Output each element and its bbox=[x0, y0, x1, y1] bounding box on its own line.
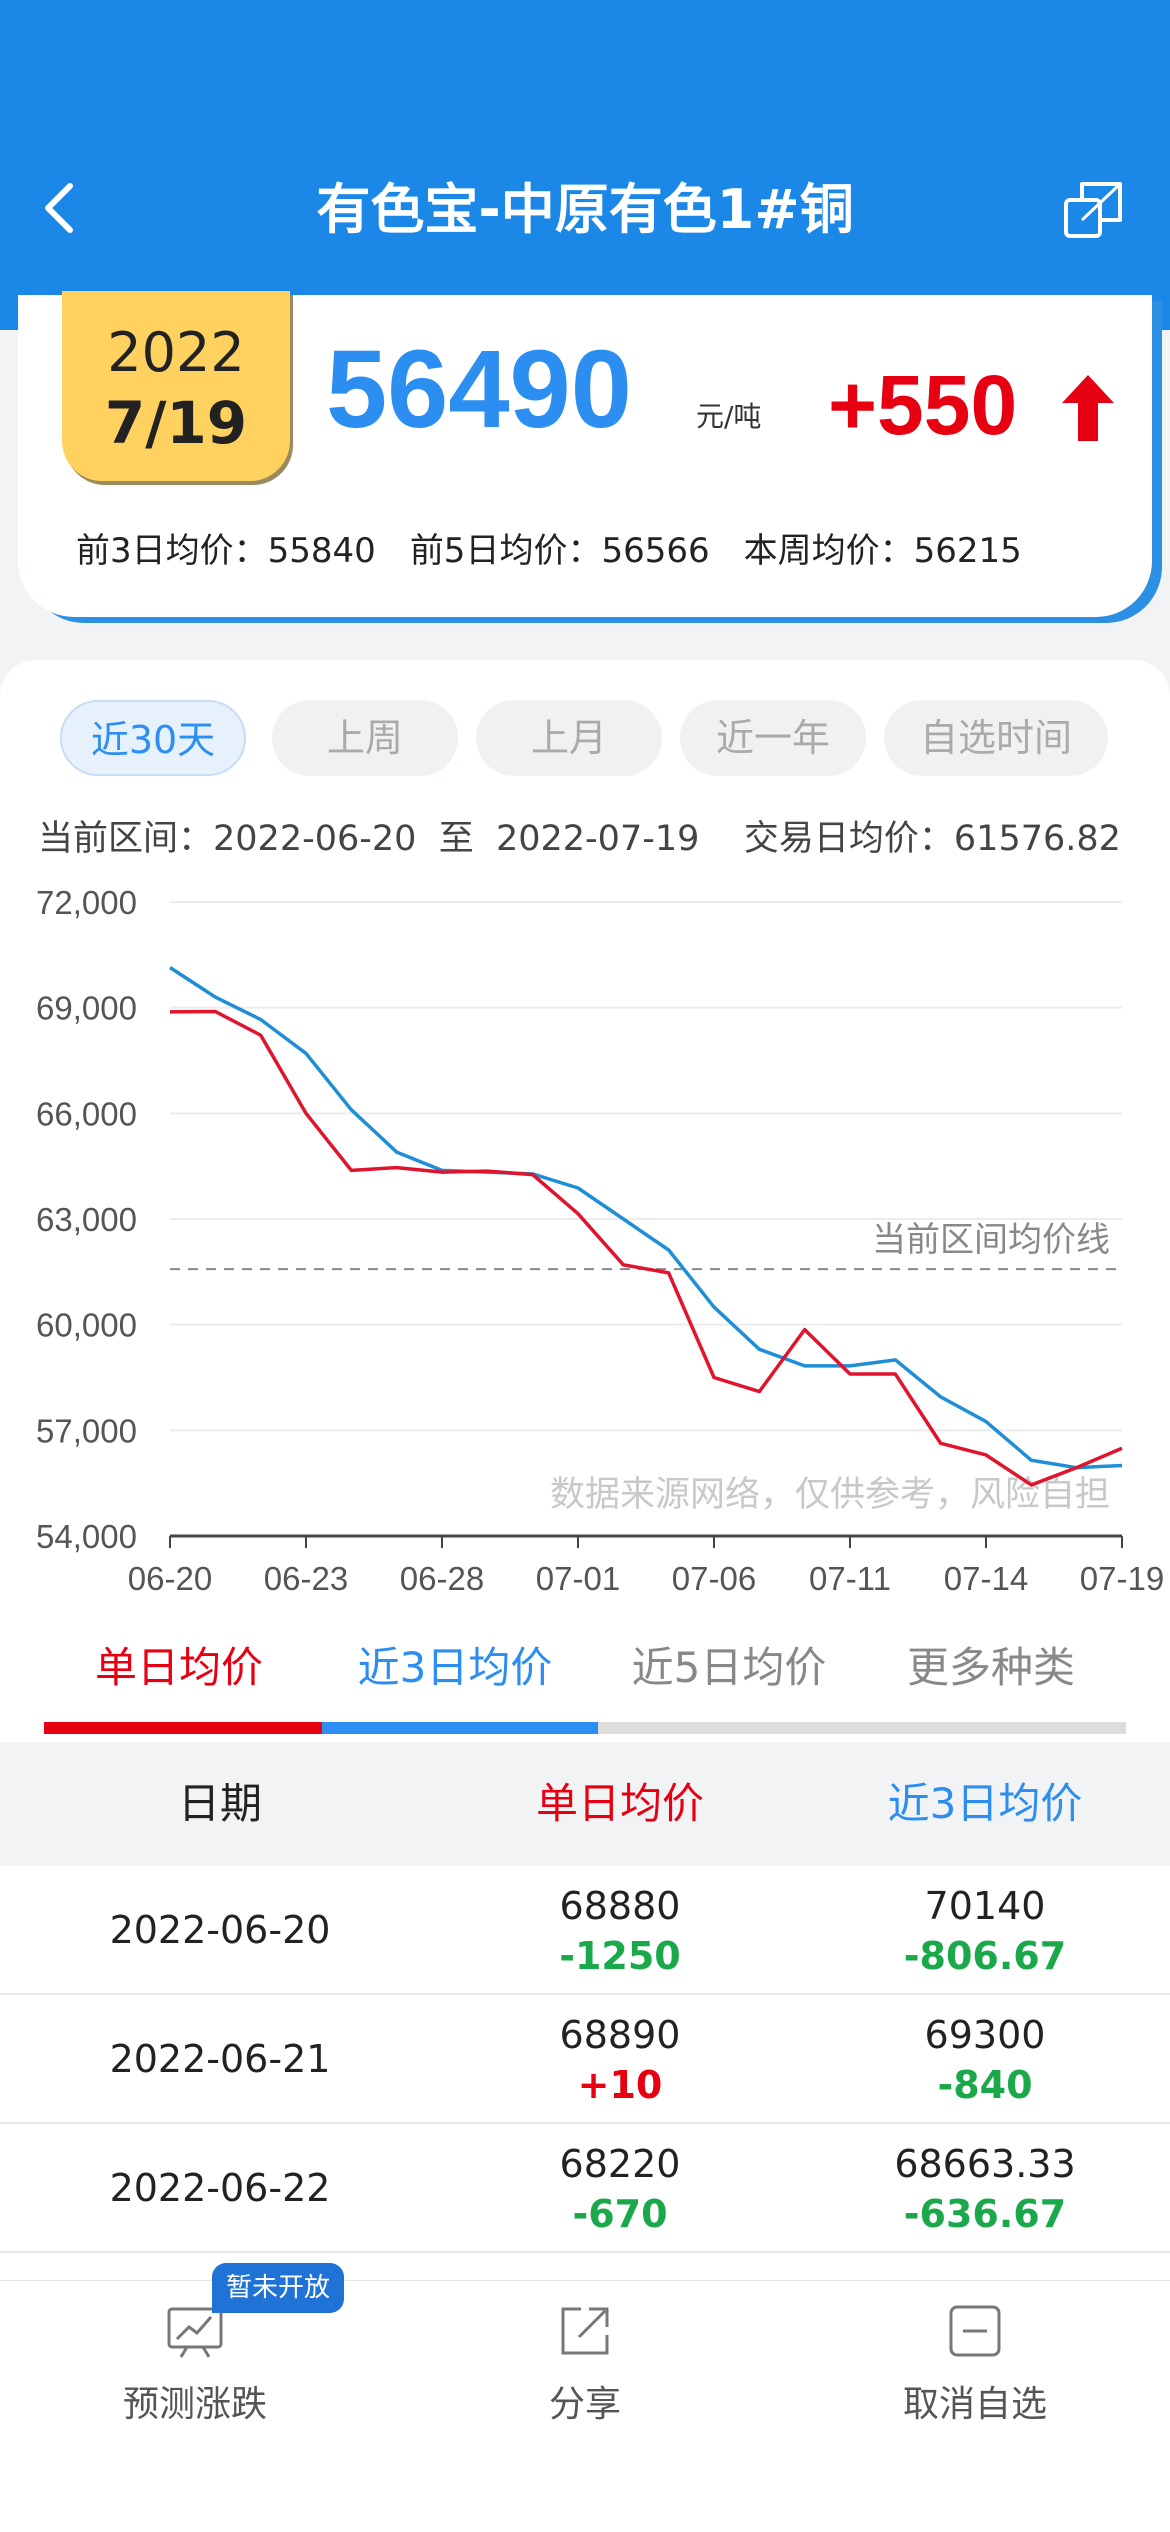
y-tick-label: 69,000 bbox=[36, 990, 137, 1027]
series-tabs: 单日均价 近3日均价 近5日均价 更多种类 bbox=[44, 1628, 1126, 1738]
range-avg-value: 61576.82 bbox=[953, 819, 1121, 859]
th-daily: 单日均价 bbox=[535, 1779, 704, 1828]
remove-favorite-button[interactable]: 取消自选 bbox=[780, 2281, 1170, 2429]
row-daily-change: -1250 bbox=[559, 1934, 681, 1978]
price-table: 2022-06-20 68880 -1250 70140 -806.67 202… bbox=[0, 1866, 1170, 2280]
row-daily: 68220 bbox=[559, 2142, 681, 2186]
row-avg3-change: -636.67 bbox=[903, 2192, 1067, 2236]
date-tag: 2022 7/19 bbox=[62, 291, 290, 481]
tab-30-days[interactable]: 近30天 bbox=[60, 700, 246, 776]
table-row: 2022-06-22 68220 -670 68663.33 -636.67 bbox=[0, 2124, 1170, 2253]
x-tick-label: 07-19 bbox=[1080, 1560, 1164, 1597]
bottom-safe-area bbox=[0, 2428, 1170, 2532]
x-tick-label: 07-11 bbox=[809, 1560, 891, 1597]
not-open-badge: 暂未开放 bbox=[212, 2263, 344, 2313]
range-label: 当前区间： bbox=[38, 819, 214, 859]
x-tick-label: 07-01 bbox=[536, 1560, 620, 1597]
share-label: 分享 bbox=[548, 2384, 621, 2425]
range-start: 2022-06-20 bbox=[213, 819, 417, 859]
tab-custom-range[interactable]: 自选时间 bbox=[884, 700, 1108, 776]
series-indicator-3d bbox=[322, 1722, 598, 1734]
x-tick-label: 06-28 bbox=[400, 1560, 484, 1597]
y-tick-label: 57,000 bbox=[36, 1412, 137, 1449]
row-date: 2022-06-20 bbox=[109, 1908, 331, 1952]
price-line-chart[interactable]: 72,000 69,000 66,000 63,000 60,000 57,000 54,0… bbox=[0, 860, 1170, 1620]
tab-last-week[interactable]: 上周 bbox=[272, 700, 458, 776]
up-arrow-icon bbox=[1062, 375, 1114, 441]
series-tab-more[interactable]: 更多种类 bbox=[906, 1643, 1075, 1692]
th-avg3: 近3日均价 bbox=[887, 1779, 1083, 1828]
x-tick-label: 06-23 bbox=[264, 1560, 348, 1597]
chart-board-icon bbox=[167, 2307, 223, 2358]
stat-week-label: 本周均价： bbox=[743, 531, 914, 571]
row-avg3-change: -806.67 bbox=[903, 1934, 1067, 1978]
top-bar: 有色宝-中原有色1#铜 bbox=[0, 0, 1170, 330]
current-price: 56490 bbox=[326, 328, 632, 451]
row-avg3: 70140 bbox=[924, 1884, 1046, 1928]
row-date: 2022-06-21 bbox=[109, 2037, 331, 2081]
avg-stats-row: 前3日均价：55840 前5日均价：56566 本周均价：56215 bbox=[76, 523, 1022, 572]
price-change: +550 bbox=[828, 358, 1018, 452]
row-avg3-change: -840 bbox=[937, 2063, 1033, 2107]
stat-3d-label: 前3日均价： bbox=[76, 531, 268, 571]
x-tick-label: 07-06 bbox=[672, 1560, 756, 1597]
range-avg-label: 交易日均价： bbox=[743, 819, 954, 859]
x-tick-label: 07-14 bbox=[944, 1560, 1028, 1597]
row-daily: 68890 bbox=[559, 2013, 681, 2057]
share-icon bbox=[561, 2307, 609, 2355]
series-tab-5d[interactable]: 近5日均价 bbox=[631, 1643, 827, 1692]
th-date: 日期 bbox=[177, 1779, 262, 1828]
row-date: 2022-06-22 bbox=[109, 2166, 331, 2210]
chart-section: 近30天 上周 上月 近一年 自选时间 当前区间：2022-06-20 至 20… bbox=[0, 660, 1170, 1742]
mean-line-label: 当前区间均价线 bbox=[872, 1220, 1110, 1260]
table-row: 2022-06-21 68890 +10 69300 -840 bbox=[0, 1995, 1170, 2124]
range-to: 至 bbox=[438, 819, 474, 859]
series-tab-daily[interactable]: 单日均价 bbox=[94, 1643, 263, 1692]
stat-week-value: 56215 bbox=[913, 531, 1022, 571]
series-indicator-daily bbox=[44, 1722, 322, 1734]
x-tick-label: 06-20 bbox=[128, 1560, 212, 1597]
row-daily-change: +10 bbox=[577, 2063, 663, 2107]
date-year: 2022 bbox=[107, 321, 245, 384]
y-tick-label: 66,000 bbox=[36, 1095, 137, 1132]
row-avg3: 69300 bbox=[924, 2013, 1046, 2057]
tab-last-year[interactable]: 近一年 bbox=[680, 700, 866, 776]
y-tick-label: 63,000 bbox=[36, 1201, 137, 1238]
bottom-action-bar: 暂未开放 预测涨跌 分享 取消自选 bbox=[0, 2263, 1170, 2429]
row-daily: 68880 bbox=[559, 1884, 681, 1928]
y-tick-label: 72,000 bbox=[36, 884, 137, 921]
stat-5d-label: 前5日均价： bbox=[409, 531, 602, 571]
row-daily-change: -670 bbox=[572, 2192, 668, 2236]
series-line bbox=[169, 966, 1123, 1470]
date-day: 7/19 bbox=[104, 389, 248, 457]
series-line bbox=[169, 1009, 1123, 1487]
price-card: 2022 7/19 56490 元/吨 +550 前3日均价：55840 前5日均… bbox=[18, 291, 1152, 617]
range-end: 2022-07-19 bbox=[495, 819, 700, 859]
table-row: 2022-06-20 68880 -1250 70140 -806.67 bbox=[0, 1866, 1170, 1995]
time-range-tabs: 近30天 上周 上月 近一年 自选时间 bbox=[60, 700, 1120, 776]
row-avg3: 68663.33 bbox=[894, 2142, 1076, 2186]
chevron-left-icon[interactable] bbox=[40, 178, 80, 238]
y-tick-label: 60,000 bbox=[36, 1307, 137, 1344]
stat-5d-value: 56566 bbox=[601, 531, 710, 571]
predict-label: 预测涨跌 bbox=[122, 2384, 267, 2425]
share-button[interactable]: 分享 bbox=[390, 2281, 780, 2429]
layers-icon[interactable] bbox=[1062, 178, 1126, 242]
series-tab-3d[interactable]: 近3日均价 bbox=[357, 1643, 553, 1692]
table-header: 日期 单日均价 近3日均价 bbox=[0, 1742, 1170, 1866]
tab-last-month[interactable]: 上月 bbox=[476, 700, 662, 776]
price-unit: 元/吨 bbox=[696, 400, 762, 433]
remove-favorite-label: 取消自选 bbox=[902, 2384, 1047, 2425]
stat-3d-value: 55840 bbox=[267, 531, 376, 571]
page-title: 有色宝-中原有色1#铜 bbox=[316, 178, 854, 241]
y-tick-label: 54,000 bbox=[36, 1518, 137, 1555]
range-info: 当前区间：2022-06-20 至 2022-07-19 交易日均价：61576… bbox=[38, 810, 1121, 861]
predict-button[interactable]: 暂未开放 预测涨跌 bbox=[0, 2263, 390, 2429]
minus-square-icon bbox=[949, 2305, 1001, 2357]
chart-watermark: 数据来源网络，仅供参考，风险自担 bbox=[550, 1475, 1110, 1515]
